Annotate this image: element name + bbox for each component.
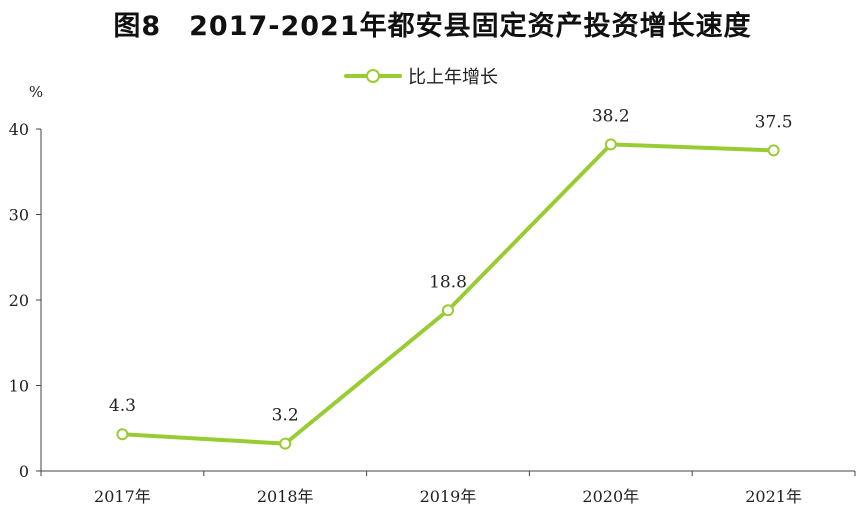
- y-tick-label: 0: [19, 462, 29, 481]
- data-point: [279, 437, 292, 450]
- chart-title: 图8 2017-2021年都安县固定资产投资增长速度: [113, 11, 752, 42]
- y-tick-label: 30: [9, 206, 29, 225]
- y-axis-unit: %: [29, 83, 43, 101]
- x-tick-label: 2019年: [420, 487, 477, 506]
- data-point: [442, 304, 454, 317]
- y-tick-label: 10: [9, 377, 29, 396]
- data-point: [604, 138, 617, 151]
- series-line: [120, 142, 776, 446]
- y-tick-label: 40: [9, 120, 29, 139]
- data-label: 37.5: [755, 112, 793, 132]
- data-point: [116, 428, 129, 441]
- legend: 比上年增长: [344, 64, 498, 88]
- data-label: 38.2: [592, 106, 630, 126]
- legend-marker: [366, 69, 380, 83]
- data-label: 3.2: [272, 406, 299, 426]
- x-tick-label: 2021年: [745, 487, 802, 506]
- data-point: [767, 144, 780, 157]
- x-tick-label: 2020年: [582, 487, 639, 506]
- x-tick-label: 2017年: [94, 487, 151, 506]
- x-tick-label: 2018年: [257, 487, 314, 506]
- legend-swatch: [344, 64, 402, 88]
- legend-label: 比上年增长: [408, 67, 498, 88]
- data-label: 18.8: [429, 272, 467, 292]
- data-label: 4.3: [109, 396, 136, 416]
- y-tick-label: 20: [9, 291, 29, 310]
